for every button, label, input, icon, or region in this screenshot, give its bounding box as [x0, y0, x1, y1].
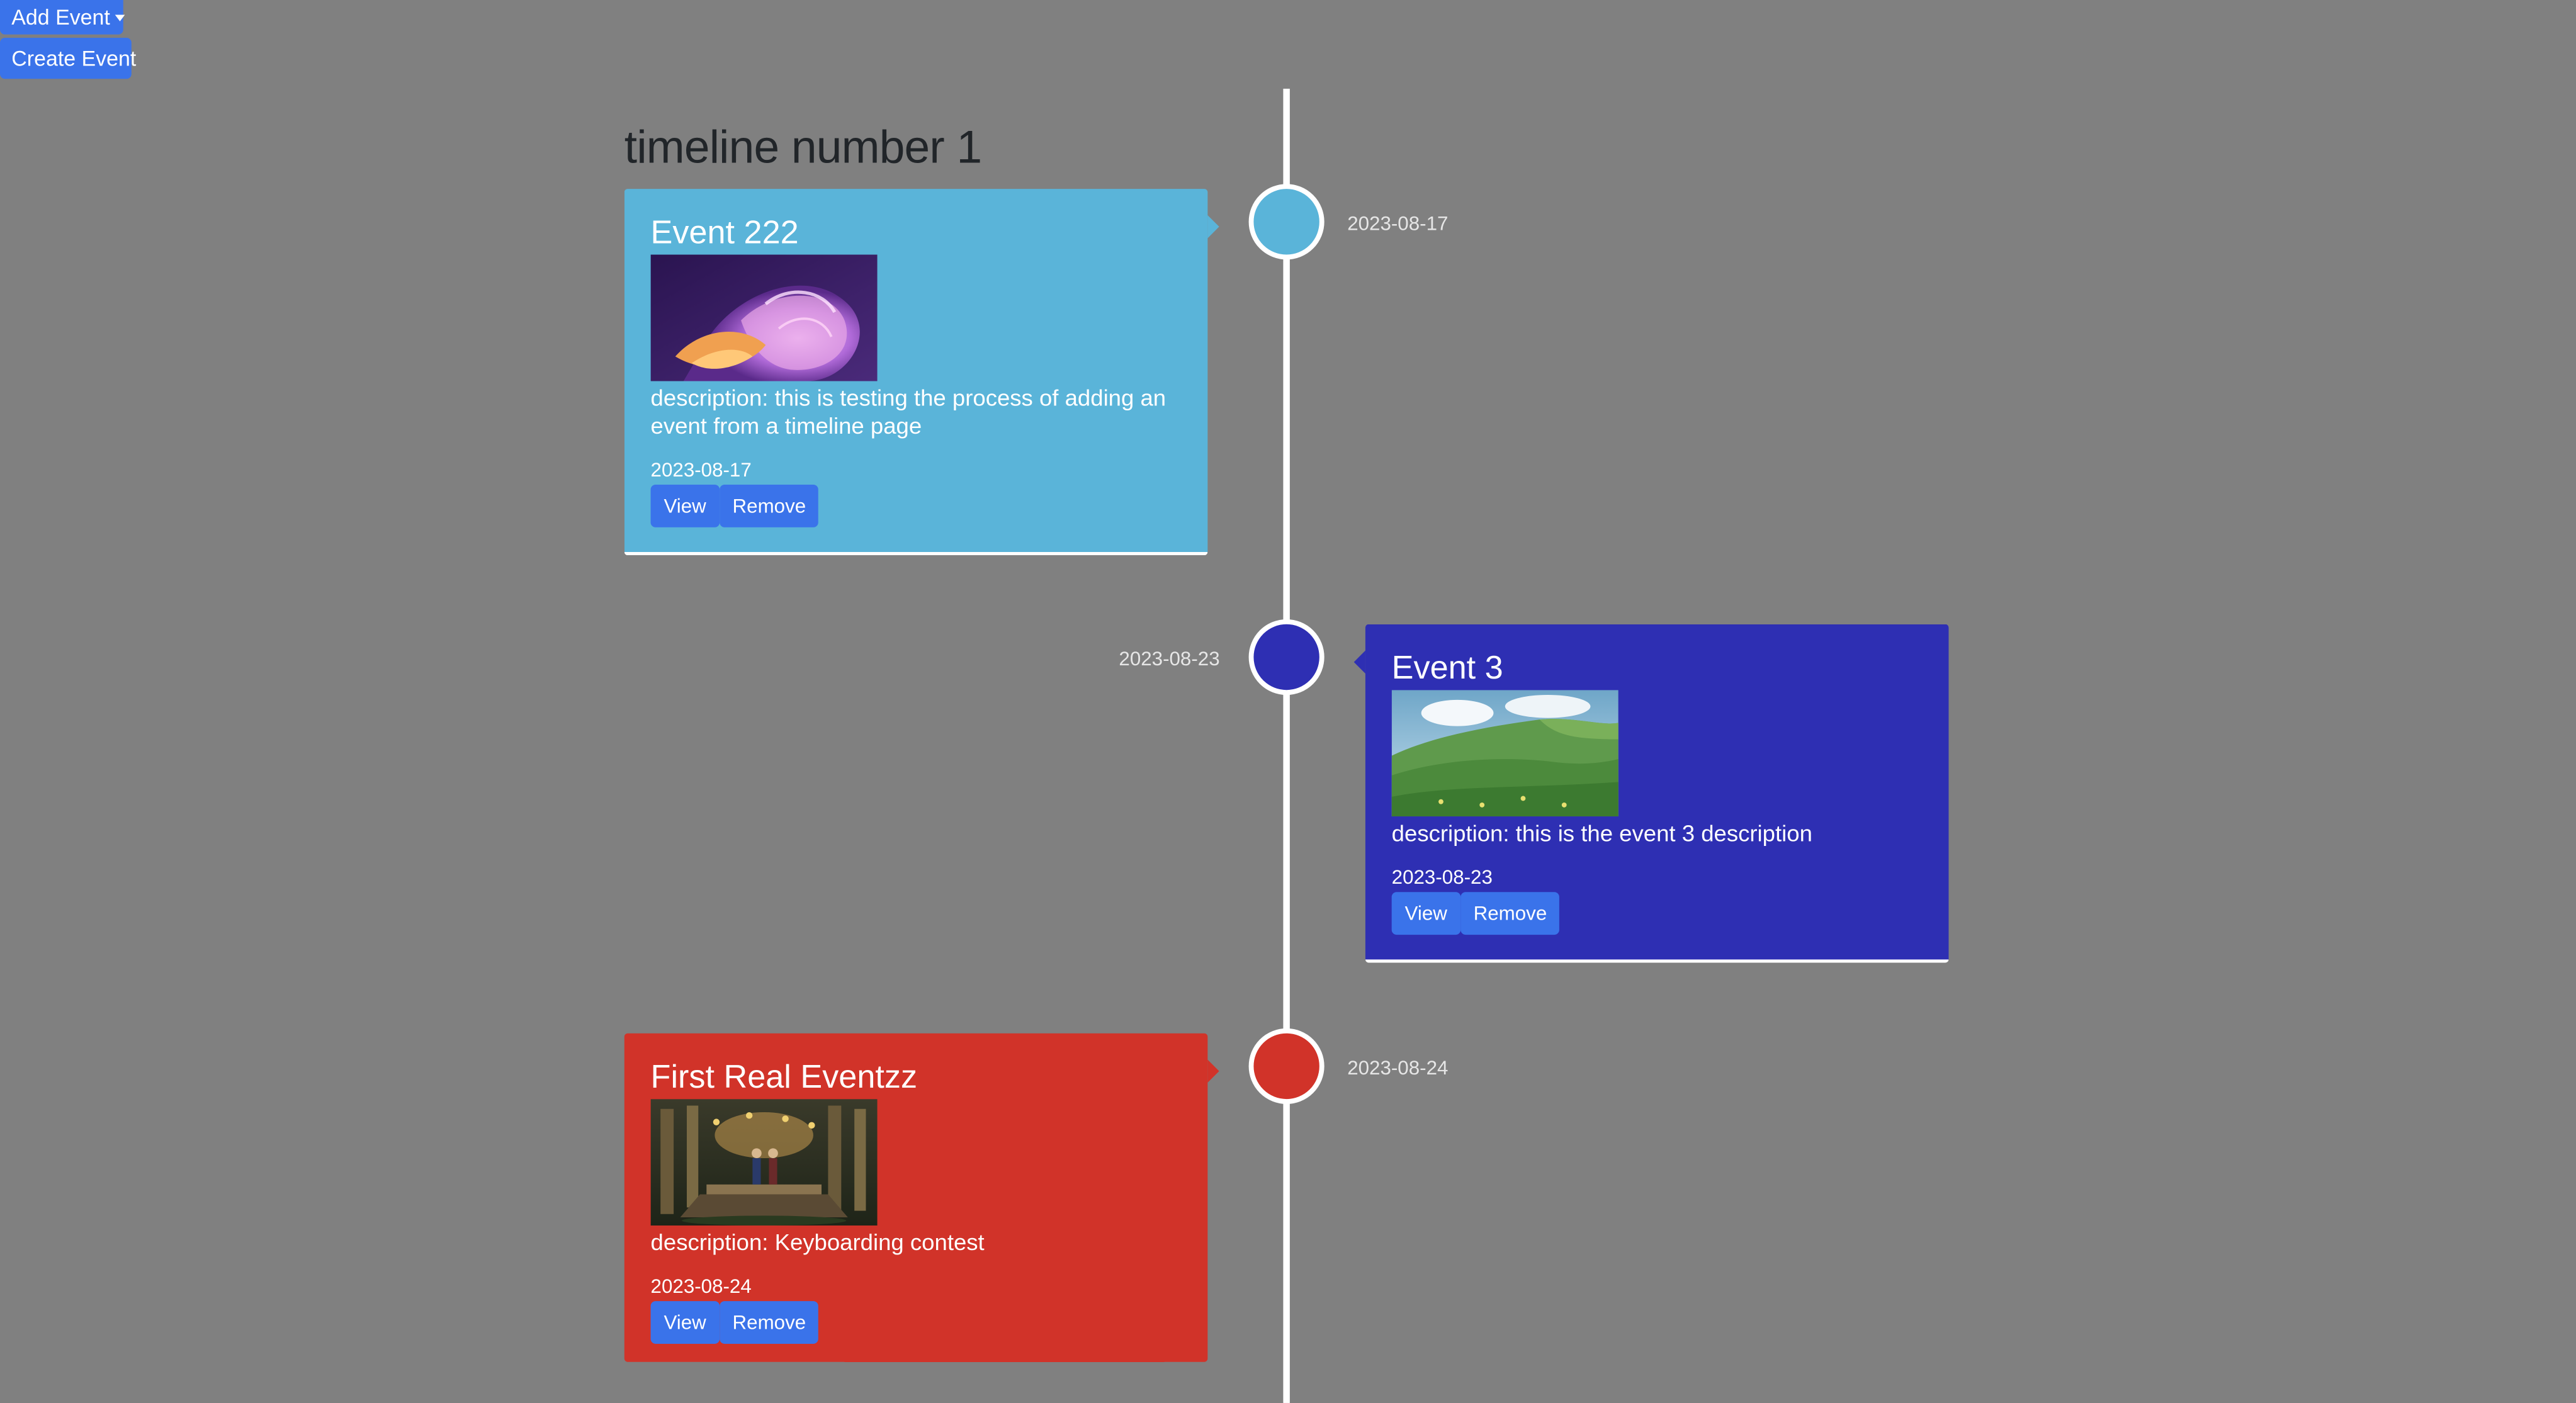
- add-event-label: Add Event: [11, 4, 110, 30]
- event-card-3: First Real Eventzz: [624, 1033, 1219, 1362]
- timeline-axis: [1283, 88, 1290, 1403]
- event-card-1: Event 222: [624, 189, 1219, 556]
- node-date-3: 2023-08-24: [1347, 1056, 1449, 1079]
- timeline-node-2: [1248, 619, 1325, 696]
- event-date: 2023-08-23: [1391, 865, 1493, 889]
- caret-down-icon: [115, 14, 125, 21]
- abstract-swirl-image: [650, 254, 878, 381]
- view-button[interactable]: View: [1391, 892, 1460, 935]
- card-actions: View Remove: [650, 1301, 1182, 1344]
- timeline-node-3: [1248, 1028, 1325, 1104]
- event-title: First Real Eventzz: [650, 1059, 918, 1096]
- add-event-dropdown[interactable]: Add Event: [0, 0, 125, 35]
- event-title: Event 3: [1391, 650, 1503, 687]
- timeline-node-1: [1248, 184, 1325, 260]
- event-card-2: Event 3: [1353, 624, 1949, 963]
- create-event-button[interactable]: Create Event: [0, 38, 136, 79]
- forest-banquet-image: [650, 1099, 878, 1226]
- node-date-2: 2023-08-23: [1119, 647, 1220, 670]
- remove-button[interactable]: Remove: [1460, 892, 1561, 935]
- timeline: timeline number 1 2023-08-17 Event 222: [624, 88, 1949, 1403]
- card-pointer: [1353, 650, 1365, 674]
- view-button[interactable]: View: [650, 1301, 720, 1344]
- remove-button[interactable]: Remove: [719, 1301, 820, 1344]
- event-date: 2023-08-17: [650, 458, 752, 482]
- card-pointer: [1207, 215, 1219, 239]
- timeline-title: timeline number 1: [624, 121, 982, 173]
- node-date-1: 2023-08-17: [1347, 211, 1449, 235]
- remove-button[interactable]: Remove: [719, 484, 820, 527]
- card-actions: View Remove: [1391, 892, 1923, 935]
- event-description: description: Keyboarding contest: [650, 1229, 985, 1256]
- card-actions: View Remove: [650, 484, 1182, 527]
- event-description: description: this is testing the process…: [650, 384, 1167, 439]
- card-pointer: [1207, 1059, 1219, 1083]
- event-title: Event 222: [650, 215, 799, 252]
- view-button[interactable]: View: [650, 484, 720, 527]
- event-description: description: this is the event 3 descrip…: [1391, 820, 1812, 847]
- event-date: 2023-08-24: [650, 1275, 752, 1298]
- green-hills-image: [1391, 690, 1618, 817]
